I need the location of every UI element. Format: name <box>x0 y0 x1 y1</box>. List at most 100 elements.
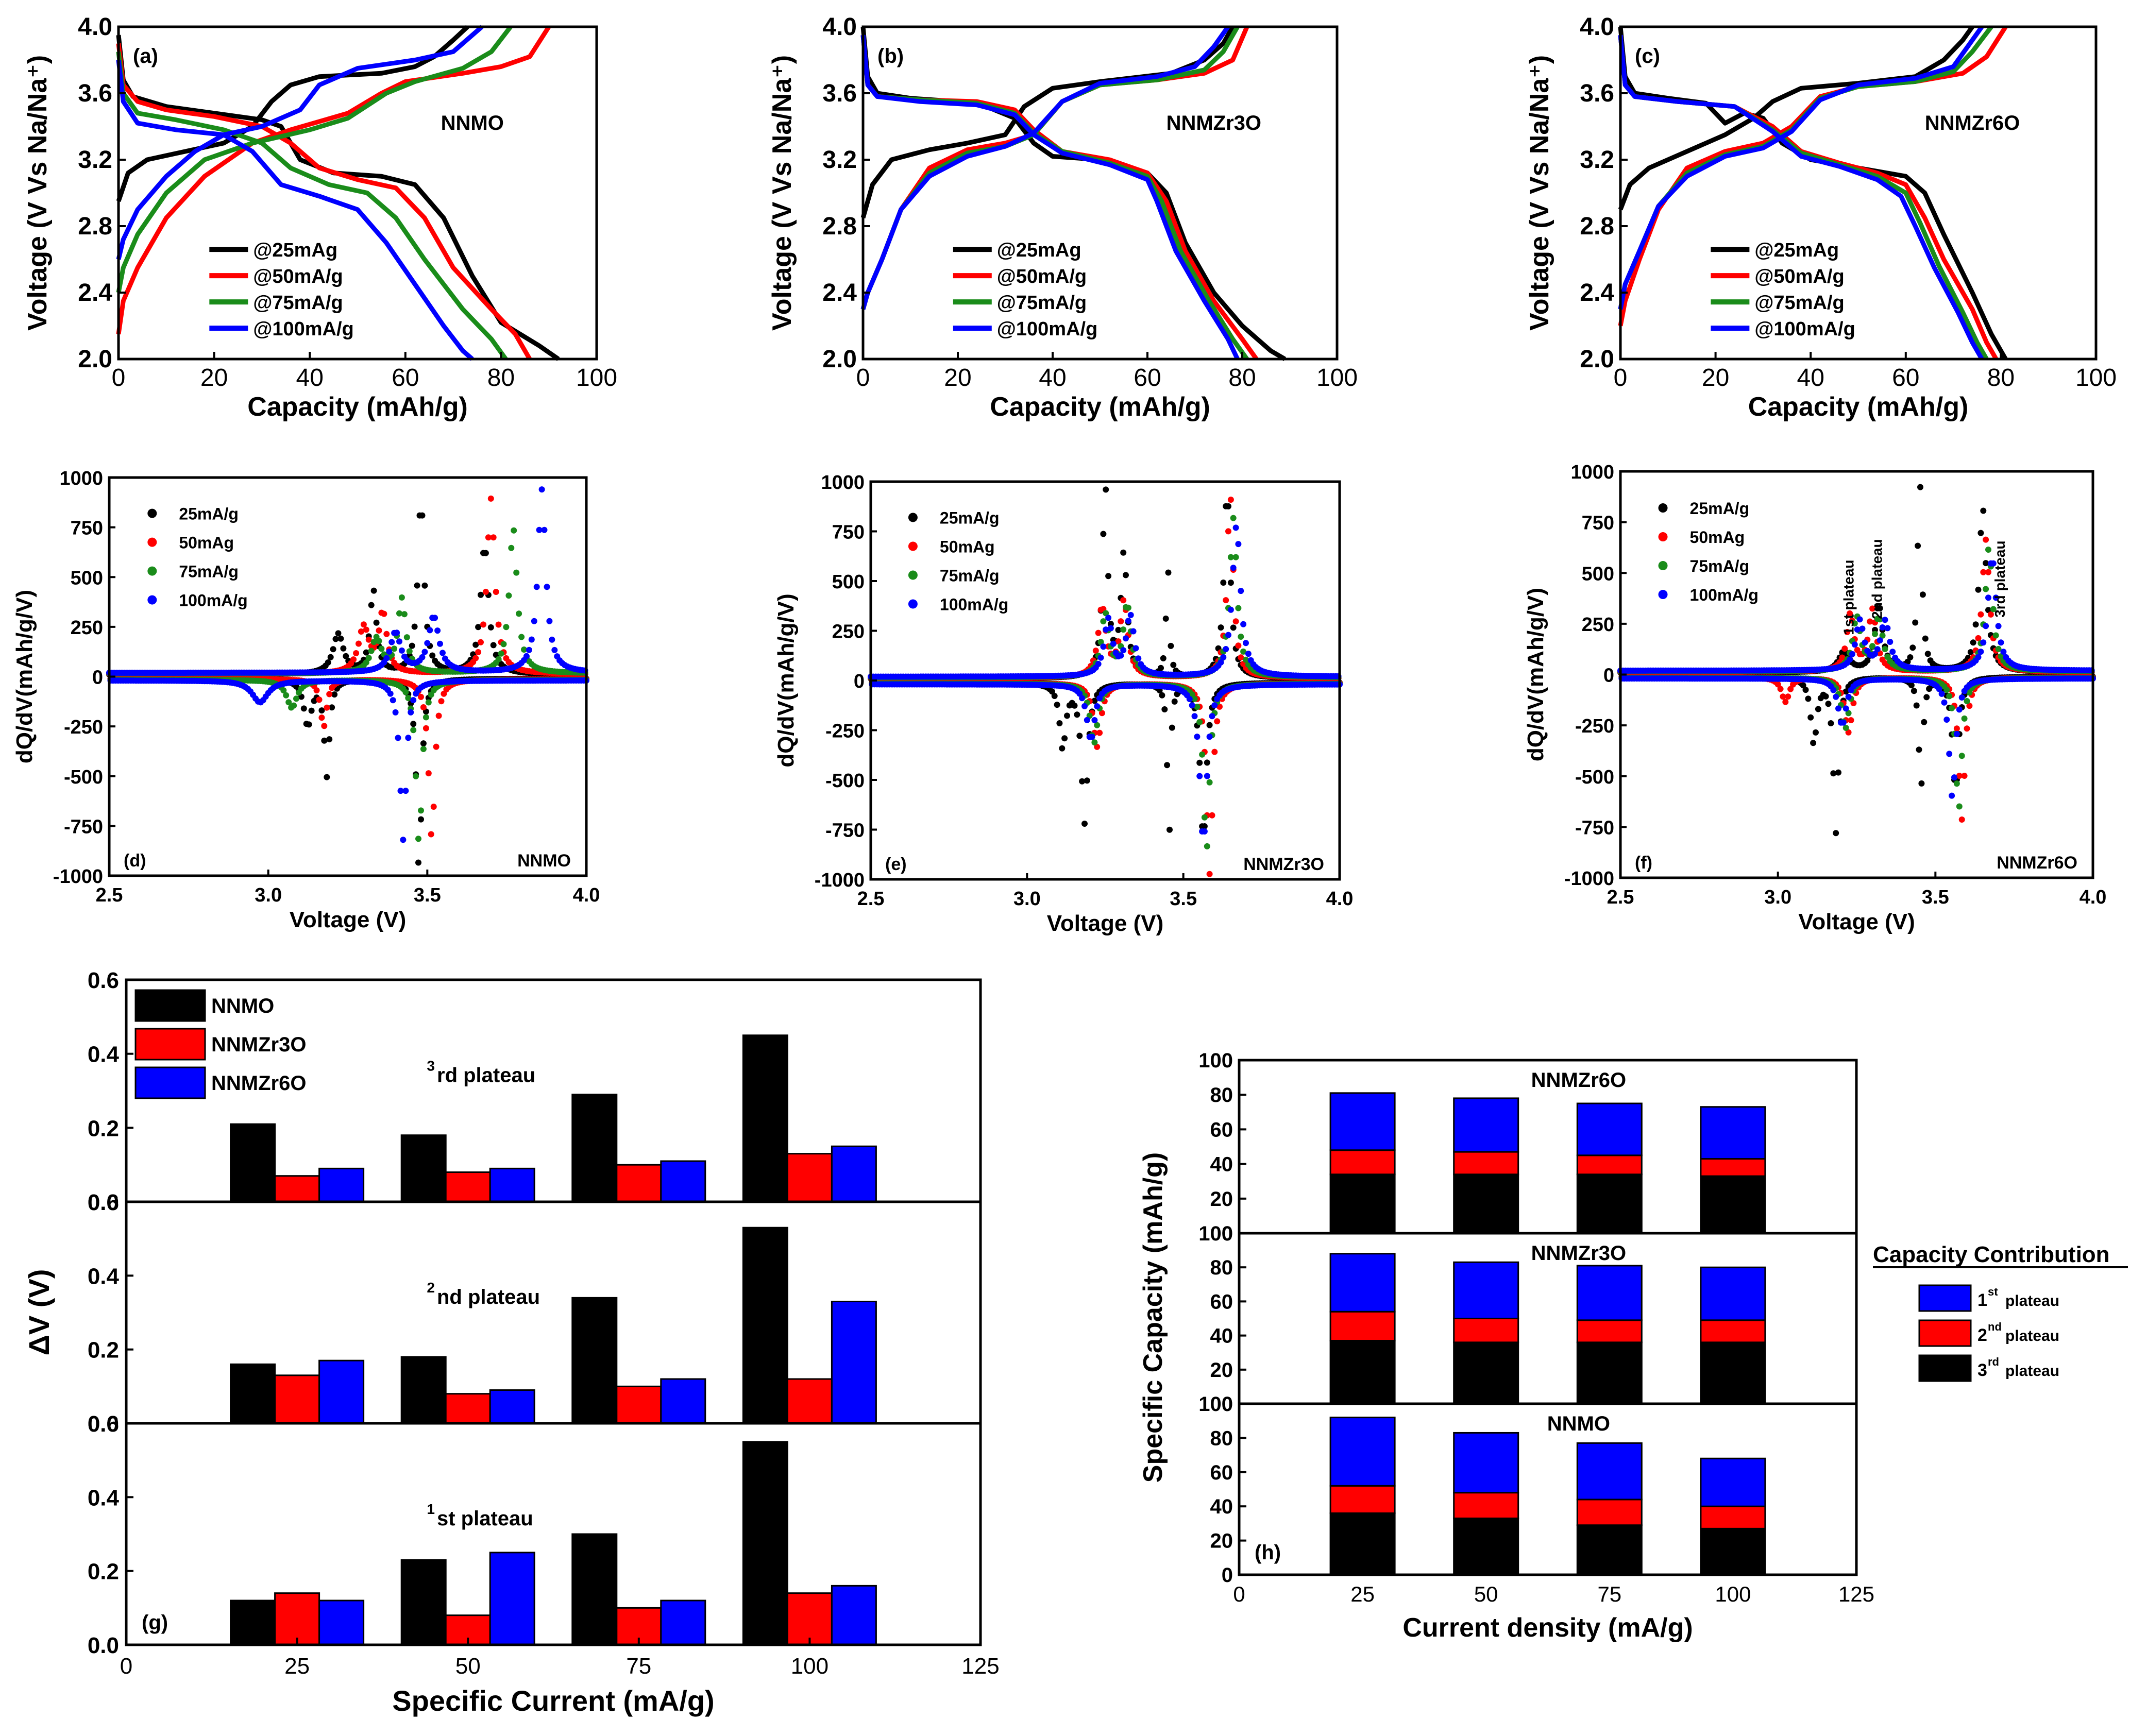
data-point <box>551 646 558 653</box>
data-point <box>1800 682 1806 689</box>
data-point <box>1825 701 1832 707</box>
data-point <box>1869 643 1876 650</box>
data-point <box>1907 654 1914 660</box>
data-point <box>1946 693 1953 700</box>
bar <box>230 1599 276 1646</box>
data-point <box>1882 646 1888 652</box>
x-tick-label: 75 <box>1597 1582 1621 1606</box>
data-point <box>1235 642 1242 649</box>
data-point <box>1951 774 1957 781</box>
legend-entry: 100mA/g <box>179 591 247 610</box>
x-tick-label: 4.0 <box>573 884 600 906</box>
series-line-charge <box>116 25 551 335</box>
data-point <box>1845 710 1852 717</box>
data-point <box>1918 780 1925 787</box>
data-point <box>1230 624 1237 631</box>
data-point <box>1956 803 1963 810</box>
data-point <box>402 788 409 794</box>
legend-entry: @75mA/g <box>1754 292 1844 314</box>
data-point <box>1118 652 1124 659</box>
stacked-bar-segment <box>1576 1102 1643 1156</box>
y-tick-label: -750 <box>1575 817 1614 839</box>
y-tick-label: 0 <box>1222 1393 1233 1416</box>
data-point <box>1985 594 1991 601</box>
y-tick-label: 0 <box>92 667 103 689</box>
data-point <box>1830 770 1837 777</box>
x-tick-label: 80 <box>1228 364 1256 392</box>
data-point <box>316 696 323 703</box>
panel-d: 2.5 3.0 3.5 4.0-1000-750-500-25002505007501… <box>12 468 600 932</box>
sample-label: NNMZr3O <box>1243 855 1324 874</box>
data-point <box>1220 580 1227 586</box>
data-point <box>1120 647 1127 654</box>
data-point <box>1841 645 1848 652</box>
data-point <box>395 735 401 741</box>
data-point <box>1081 821 1088 827</box>
data-point <box>490 642 497 649</box>
y-tick-label: 60 <box>1210 1290 1233 1313</box>
legend-entry: @25mAg <box>1754 240 1839 261</box>
data-point <box>1084 777 1090 784</box>
data-point <box>1805 695 1812 702</box>
y-tick-label: 750 <box>71 518 103 539</box>
stacked-bar-segment <box>1576 1319 1643 1343</box>
legend-entry: 100mA/g <box>940 595 1008 614</box>
data-point <box>1169 724 1175 731</box>
x-tick-label: 100 <box>2075 364 2117 392</box>
data-point <box>1123 635 1129 642</box>
x-axis-label: Voltage (V) <box>1798 909 1915 934</box>
data-point <box>1985 569 1991 575</box>
data-point <box>1243 640 1249 646</box>
data-point <box>376 638 382 644</box>
data-point <box>1943 687 1950 693</box>
data-point <box>1081 703 1088 709</box>
data-point <box>1120 549 1127 556</box>
data-point <box>419 654 426 660</box>
data-point <box>1225 503 1231 509</box>
data-point <box>1079 778 1086 785</box>
y-tick-label: 20 <box>1210 1359 1233 1382</box>
data-point <box>1953 725 1960 732</box>
y-tick-label: 0 <box>854 671 865 692</box>
data-point <box>420 704 427 710</box>
data-point <box>429 652 436 659</box>
x-tick-label: 0 <box>1614 364 1628 392</box>
data-point <box>495 656 502 662</box>
data-point <box>513 569 520 576</box>
data-point <box>1977 530 1984 536</box>
data-point <box>1189 702 1195 709</box>
data-point <box>1079 695 1086 702</box>
data-point <box>1135 655 1142 662</box>
data-point <box>1115 626 1122 633</box>
data-point <box>1225 528 1231 535</box>
data-point <box>1204 843 1210 849</box>
y-tick-label: 40 <box>1210 1495 1233 1518</box>
data-point <box>536 526 543 533</box>
panel-label: (g) <box>142 1611 168 1634</box>
data-point <box>1961 715 1968 722</box>
y-tick-label: 60 <box>1210 1118 1233 1141</box>
y-tick-label: 4.0 <box>1580 13 1614 41</box>
bar <box>274 1175 320 1203</box>
data-point <box>1912 619 1919 626</box>
y-tick-label: 250 <box>71 617 103 639</box>
legend-entry: @25mAg <box>997 240 1081 261</box>
data-point <box>410 727 417 734</box>
series-line-charge <box>860 25 1230 310</box>
legend-entry: 75mA/g <box>1690 557 1750 575</box>
legend-entry: @100mA/g <box>253 318 353 340</box>
data-point <box>332 636 339 642</box>
data-point <box>1967 649 1974 655</box>
bar <box>831 1585 877 1646</box>
data-point <box>421 649 428 655</box>
data-point <box>350 656 357 663</box>
panel-label: (d) <box>124 851 146 871</box>
data-point <box>438 698 445 705</box>
stacked-bar-segment <box>1576 1499 1643 1526</box>
data-point <box>405 695 412 701</box>
x-tick-label: 3.0 <box>1764 887 1791 908</box>
x-axis-label: Current density (mA/g) <box>1402 1613 1693 1643</box>
